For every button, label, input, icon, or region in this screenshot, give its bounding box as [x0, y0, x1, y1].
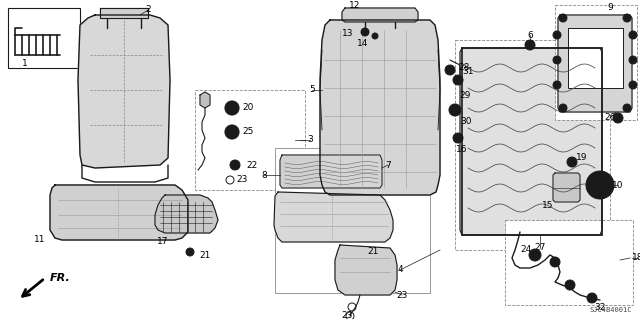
Circle shape: [453, 133, 463, 143]
Circle shape: [550, 257, 560, 267]
Circle shape: [629, 31, 637, 39]
Polygon shape: [553, 173, 580, 202]
Text: 3: 3: [307, 136, 313, 145]
Bar: [555, 5, 637, 120]
Circle shape: [623, 14, 631, 22]
Text: 16: 16: [456, 145, 468, 154]
Text: 15: 15: [542, 202, 554, 211]
Text: 25: 25: [243, 128, 253, 137]
Circle shape: [613, 113, 623, 123]
Circle shape: [361, 28, 369, 36]
Polygon shape: [558, 15, 632, 112]
Polygon shape: [342, 8, 418, 22]
Circle shape: [629, 81, 637, 89]
Polygon shape: [50, 185, 188, 240]
Text: 24: 24: [520, 246, 532, 255]
Polygon shape: [200, 92, 210, 108]
Polygon shape: [460, 48, 602, 235]
Text: 22: 22: [246, 161, 258, 170]
Text: 30: 30: [460, 117, 472, 127]
Polygon shape: [335, 245, 397, 295]
Circle shape: [587, 293, 597, 303]
Text: 23: 23: [396, 291, 408, 300]
Circle shape: [225, 125, 239, 139]
Circle shape: [586, 171, 614, 199]
Circle shape: [559, 14, 567, 22]
Text: 11: 11: [35, 235, 45, 244]
Bar: [8, 8, 80, 68]
Text: 21: 21: [367, 248, 379, 256]
Text: 2: 2: [145, 5, 151, 14]
Text: 4: 4: [397, 265, 403, 275]
Text: 26: 26: [604, 114, 616, 122]
Text: 10: 10: [612, 181, 624, 189]
Text: 6: 6: [527, 31, 533, 40]
Circle shape: [186, 248, 194, 256]
Text: 17: 17: [157, 238, 169, 247]
Text: 8: 8: [261, 170, 267, 180]
Circle shape: [229, 129, 235, 135]
Circle shape: [597, 182, 603, 188]
Text: 12: 12: [349, 1, 361, 10]
Circle shape: [525, 40, 535, 50]
Circle shape: [372, 33, 378, 39]
Text: 19: 19: [576, 153, 588, 162]
Text: 14: 14: [357, 39, 369, 48]
Text: 23: 23: [341, 311, 353, 319]
Circle shape: [553, 56, 561, 64]
Text: 21: 21: [199, 251, 211, 261]
Text: 5: 5: [309, 85, 315, 94]
Text: 23: 23: [236, 175, 248, 184]
Text: 1: 1: [22, 58, 28, 68]
Text: 18: 18: [632, 254, 640, 263]
Circle shape: [565, 280, 575, 290]
Text: FR.: FR.: [50, 273, 71, 283]
Text: 28: 28: [458, 63, 470, 72]
Polygon shape: [274, 192, 393, 242]
Polygon shape: [78, 15, 170, 168]
Circle shape: [230, 160, 240, 170]
Circle shape: [623, 104, 631, 112]
Text: 20: 20: [243, 102, 253, 112]
Polygon shape: [320, 20, 440, 195]
Circle shape: [629, 56, 637, 64]
Circle shape: [225, 101, 239, 115]
Text: 9: 9: [607, 4, 613, 12]
Polygon shape: [100, 8, 148, 18]
Text: SJC4B4001C: SJC4B4001C: [589, 307, 632, 313]
Polygon shape: [280, 155, 382, 188]
Bar: [568, 28, 623, 88]
Text: 27: 27: [534, 243, 546, 253]
Circle shape: [449, 104, 461, 116]
Text: 7: 7: [385, 160, 391, 169]
Bar: [505, 220, 633, 305]
Text: 31: 31: [462, 68, 474, 77]
Circle shape: [229, 105, 235, 111]
Circle shape: [529, 249, 541, 261]
Bar: [275, 148, 430, 293]
Text: 29: 29: [460, 91, 470, 100]
Circle shape: [593, 178, 607, 192]
Circle shape: [559, 104, 567, 112]
Bar: [195, 90, 305, 190]
Circle shape: [567, 157, 577, 167]
Circle shape: [445, 65, 455, 75]
Text: 13: 13: [342, 29, 354, 39]
Text: 32: 32: [595, 303, 605, 313]
Polygon shape: [155, 195, 218, 233]
Circle shape: [553, 81, 561, 89]
Bar: [455, 40, 610, 250]
Circle shape: [553, 31, 561, 39]
Circle shape: [453, 75, 463, 85]
